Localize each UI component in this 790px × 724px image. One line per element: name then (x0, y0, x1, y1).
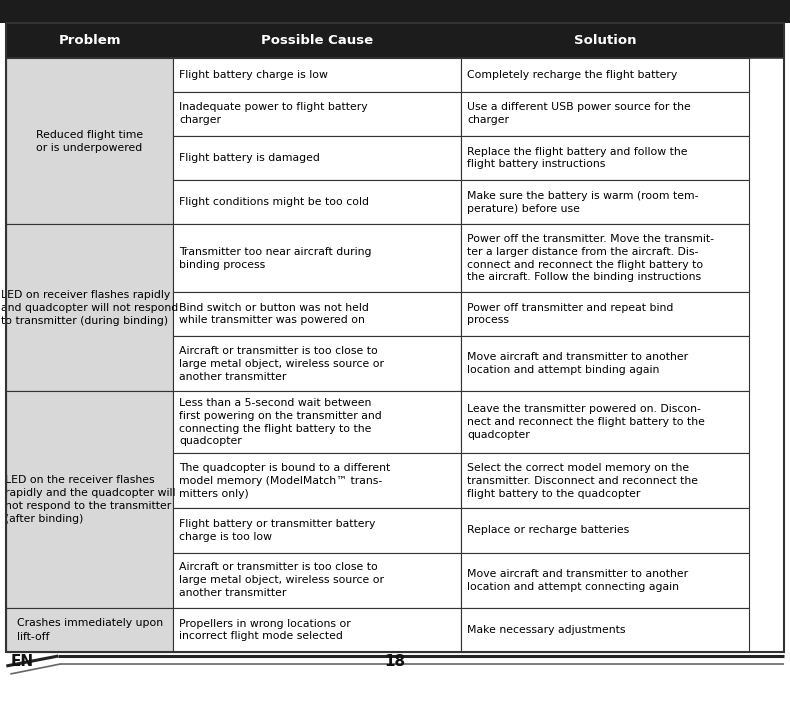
Bar (6, 23, 784, 652)
Bar (174, 92, 461, 136)
Text: LED on receiver flashes rapidly
and quadcopter will not respond
to transmitter (: LED on receiver flashes rapidly and quad… (2, 290, 179, 326)
Bar (174, 292, 461, 336)
Bar (461, 552, 749, 608)
Bar (461, 336, 749, 392)
Bar (6, 392, 174, 608)
Text: Move aircraft and transmitter to another
location and attempt connecting again: Move aircraft and transmitter to another… (467, 569, 688, 592)
Text: Select the correct model memory on the
transmitter. Disconnect and reconnect the: Select the correct model memory on the t… (467, 463, 698, 499)
Bar (461, 292, 749, 336)
Text: The quadcopter is bound to a different
model memory (ModelMatch™ trans-
mitters : The quadcopter is bound to a different m… (179, 463, 391, 499)
Text: Replace or recharge batteries: Replace or recharge batteries (467, 526, 630, 536)
Text: Replace the flight battery and follow the
flight battery instructions: Replace the flight battery and follow th… (467, 147, 687, 169)
Text: Power off the transmitter. Move the transmit-
ter a larger distance from the air: Power off the transmitter. Move the tran… (467, 234, 714, 282)
Bar (461, 58, 749, 92)
Text: Flight conditions might be too cold: Flight conditions might be too cold (179, 197, 370, 207)
Bar (461, 508, 749, 552)
Text: Crashes immediately upon
lift-off: Crashes immediately upon lift-off (17, 618, 163, 641)
Text: Make necessary adjustments: Make necessary adjustments (467, 625, 626, 635)
Text: Make sure the battery is warm (room tem-
perature) before use: Make sure the battery is warm (room tem-… (467, 191, 698, 214)
Text: Problem: Problem (58, 34, 121, 47)
Text: EN: EN (10, 654, 33, 668)
Bar (6, 608, 174, 652)
Text: Move aircraft and transmitter to another
location and attempt binding again: Move aircraft and transmitter to another… (467, 353, 688, 375)
Bar (6, 58, 174, 224)
Bar (174, 136, 461, 180)
Bar (6, 23, 784, 58)
Bar (174, 453, 461, 508)
Text: Solution: Solution (574, 34, 636, 47)
Bar (461, 608, 749, 652)
Bar (461, 453, 749, 508)
Text: Inadequate power to flight battery
charger: Inadequate power to flight battery charg… (179, 102, 368, 125)
Text: Less than a 5-second wait between
first powering on the transmitter and
connecti: Less than a 5-second wait between first … (179, 398, 382, 447)
Text: Transmitter too near aircraft during
binding process: Transmitter too near aircraft during bin… (179, 247, 372, 269)
Text: LED on the receiver flashes
rapidly and the quadcopter will
not respond to the t: LED on the receiver flashes rapidly and … (5, 475, 175, 524)
Bar (461, 180, 749, 224)
Text: Aircraft or transmitter is too close to
large metal object, wireless source or
a: Aircraft or transmitter is too close to … (179, 346, 385, 382)
Bar (461, 392, 749, 453)
Bar (174, 224, 461, 292)
Bar (174, 508, 461, 552)
Text: Completely recharge the flight battery: Completely recharge the flight battery (467, 70, 677, 80)
Bar (461, 136, 749, 180)
Text: Bind switch or button was not held
while transmitter was powered on: Bind switch or button was not held while… (179, 303, 370, 325)
Bar (174, 392, 461, 453)
Text: Power off transmitter and repeat bind
process: Power off transmitter and repeat bind pr… (467, 303, 673, 325)
Text: Use a different USB power source for the
charger: Use a different USB power source for the… (467, 102, 690, 125)
Bar (174, 180, 461, 224)
Bar (461, 224, 749, 292)
Bar (174, 552, 461, 608)
Bar (461, 92, 749, 136)
Bar (0, 0, 790, 23)
Text: 18: 18 (385, 654, 405, 668)
Bar (174, 58, 461, 92)
Bar (174, 608, 461, 652)
Bar (174, 336, 461, 392)
Text: Reduced flight time
or is underpowered: Reduced flight time or is underpowered (36, 130, 144, 153)
Text: Aircraft or transmitter is too close to
large metal object, wireless source or
a: Aircraft or transmitter is too close to … (179, 563, 385, 598)
Text: Flight battery or transmitter battery
charge is too low: Flight battery or transmitter battery ch… (179, 519, 376, 542)
Text: Leave the transmitter powered on. Discon-
nect and reconnect the flight battery : Leave the transmitter powered on. Discon… (467, 405, 705, 440)
Text: Propellers in wrong locations or
incorrect flight mode selected: Propellers in wrong locations or incorre… (179, 618, 352, 641)
Bar (6, 224, 174, 392)
Text: Possible Cause: Possible Cause (261, 34, 374, 47)
Text: Flight battery is damaged: Flight battery is damaged (179, 153, 320, 163)
Text: Flight battery charge is low: Flight battery charge is low (179, 70, 329, 80)
